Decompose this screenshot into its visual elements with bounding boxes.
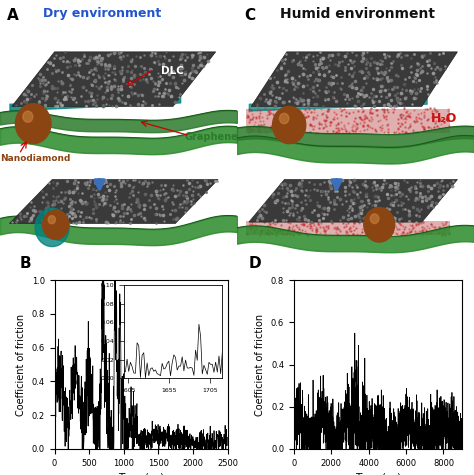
Text: B: B: [20, 256, 32, 271]
Circle shape: [35, 208, 69, 247]
Text: Dry environment: Dry environment: [43, 7, 161, 19]
Text: H₂O: H₂O: [431, 113, 458, 125]
Circle shape: [43, 210, 69, 239]
X-axis label: Time (ps): Time (ps): [355, 473, 401, 475]
Text: Nanodiamond: Nanodiamond: [0, 154, 70, 163]
X-axis label: Time (ps): Time (ps): [118, 473, 164, 475]
Polygon shape: [246, 109, 450, 133]
Y-axis label: Coefficient of friction: Coefficient of friction: [16, 314, 26, 416]
Text: C: C: [244, 8, 255, 23]
Y-axis label: Coefficient of friction: Coefficient of friction: [255, 314, 265, 416]
Circle shape: [23, 111, 33, 122]
Circle shape: [48, 216, 55, 224]
Text: Humid environment: Humid environment: [280, 7, 435, 20]
Text: D: D: [248, 256, 261, 271]
Polygon shape: [249, 180, 457, 222]
Circle shape: [273, 106, 306, 143]
Polygon shape: [9, 180, 218, 223]
Circle shape: [15, 104, 51, 143]
Circle shape: [364, 208, 394, 242]
Circle shape: [370, 214, 379, 224]
Text: Graphene: Graphene: [185, 132, 238, 142]
Text: DLC: DLC: [161, 66, 184, 76]
Circle shape: [280, 114, 289, 124]
Polygon shape: [12, 52, 216, 106]
Polygon shape: [251, 52, 457, 106]
Polygon shape: [246, 221, 450, 236]
Text: A: A: [7, 8, 19, 23]
